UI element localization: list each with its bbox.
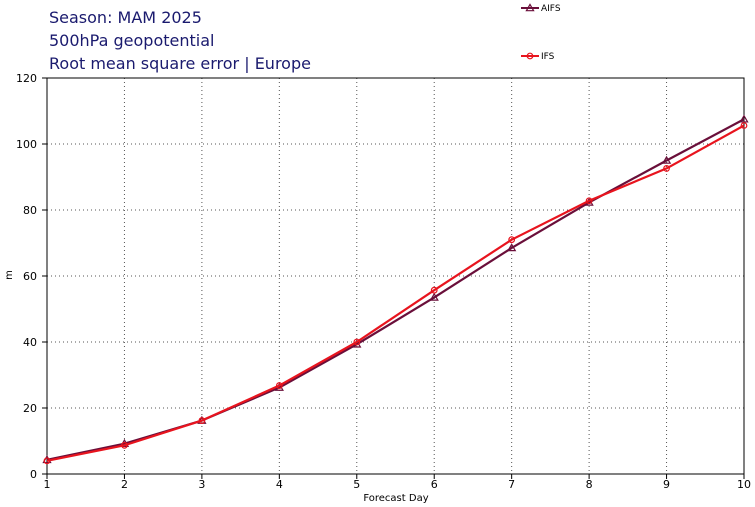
grid-lines — [47, 78, 744, 474]
legend-marker-icon — [526, 52, 534, 60]
y-tick-label: 40 — [23, 336, 37, 349]
x-tick-label: 5 — [353, 478, 360, 491]
x-tick-label: 9 — [663, 478, 670, 491]
legend: AIFS IFS — [521, 3, 561, 62]
x-tick-label: 1 — [44, 478, 51, 491]
x-tick-label: 6 — [431, 478, 438, 491]
legend-item-aifs: AIFS — [521, 3, 561, 14]
x-tick-label: 10 — [737, 478, 751, 491]
y-axis-title: m — [4, 270, 15, 280]
x-tick-label: 4 — [276, 478, 283, 491]
legend-label: IFS — [541, 52, 555, 62]
legend-label: AIFS — [541, 4, 561, 14]
series-line-ifs — [46, 124, 745, 462]
chart-title-parameter: 500hPa geopotential — [49, 31, 215, 50]
x-tick-label: 8 — [586, 478, 593, 491]
legend-item-ifs: IFS — [521, 52, 555, 62]
data-point-aifs — [507, 243, 517, 252]
x-tick-label: 7 — [508, 478, 515, 491]
data-series — [42, 114, 749, 465]
series-ifs — [43, 122, 748, 465]
data-point-aifs — [429, 292, 439, 301]
data-point-ifs — [585, 197, 593, 205]
y-tick-label: 20 — [23, 402, 37, 415]
data-point-ifs — [740, 122, 748, 129]
x-axis-title: Forecast Day — [363, 493, 428, 504]
data-point-ifs — [43, 457, 51, 465]
data-point-ifs — [508, 236, 516, 244]
x-tick-label: 2 — [121, 478, 128, 491]
x-tick-label: 3 — [198, 478, 205, 491]
data-point-ifs — [121, 441, 128, 449]
data-point-ifs — [198, 417, 206, 424]
data-point-ifs — [430, 286, 438, 294]
chart-title-score: Root mean square error | Europe — [49, 54, 311, 73]
y-tick-label: 80 — [23, 204, 37, 217]
y-tick-label: 60 — [23, 270, 37, 283]
series-aifs — [42, 114, 749, 464]
data-point-ifs — [663, 165, 670, 172]
data-point-ifs — [275, 382, 283, 389]
data-point-ifs — [353, 338, 361, 346]
y-tick-label: 0 — [30, 468, 37, 481]
series-line-aifs — [46, 118, 745, 461]
data-point-aifs — [739, 114, 749, 123]
chart-title-season: Season: MAM 2025 — [49, 8, 202, 27]
y-tick-label: 120 — [16, 72, 37, 85]
plot-axes — [42, 77, 745, 479]
chart-title-block: Season: MAM 2025 500hPa geopotential Roo… — [49, 6, 311, 75]
data-point-aifs — [661, 155, 672, 164]
legend-marker-icon — [525, 3, 535, 12]
y-tick-label: 100 — [16, 138, 37, 151]
